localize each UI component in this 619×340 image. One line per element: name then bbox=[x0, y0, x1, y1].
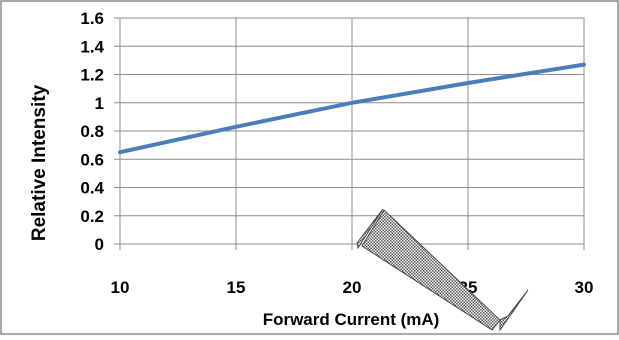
x-tick-label: 30 bbox=[575, 278, 594, 297]
y-tick-label: 1.6 bbox=[80, 9, 104, 28]
y-tick-label: 0.4 bbox=[80, 179, 104, 198]
x-tick-label: 20 bbox=[343, 278, 362, 297]
y-tick-label: 1.4 bbox=[80, 37, 104, 56]
y-axis-label: Relative Intensity bbox=[29, 84, 50, 241]
x-tick-label: 10 bbox=[111, 278, 130, 297]
y-tick-label: 1.2 bbox=[80, 66, 104, 85]
x-axis-label: Forward Current (mA) bbox=[263, 310, 440, 329]
y-tick-label: 1 bbox=[95, 94, 104, 113]
y-tick-label: 0.8 bbox=[80, 122, 104, 141]
y-tick-label: 0.6 bbox=[80, 150, 104, 169]
y-tick-label: 0 bbox=[95, 235, 104, 254]
x-tick-label: 15 bbox=[227, 278, 246, 297]
y-tick-label: 0.2 bbox=[80, 207, 104, 226]
